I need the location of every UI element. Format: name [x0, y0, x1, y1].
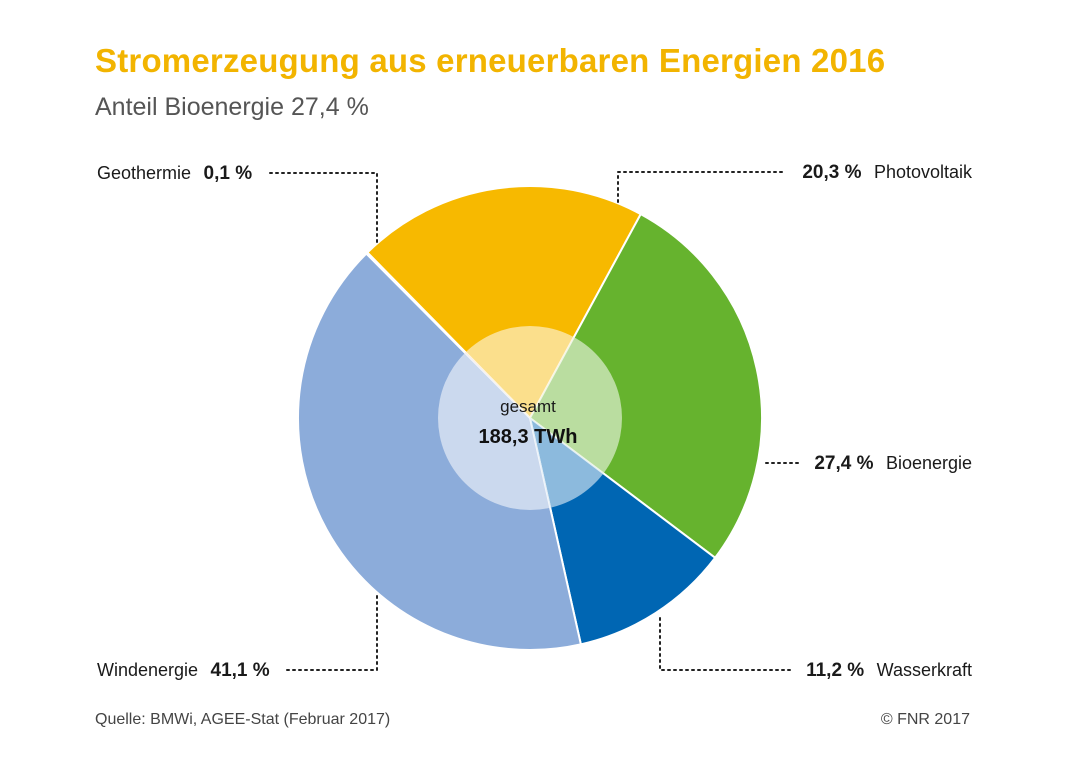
- slice-name-bioenergie: Bioenergie: [886, 453, 972, 473]
- slice-label-geothermie: Geothermie 0,1 %: [97, 163, 252, 184]
- leader-line-photovoltaik: [617, 171, 783, 203]
- copyright-note: © FNR 2017: [880, 711, 970, 728]
- leader-line-geothermie: [269, 172, 378, 243]
- center-value: 188,3 TWh: [479, 426, 578, 448]
- slice-pct-geothermie: 0,1 %: [204, 163, 253, 184]
- slice-label-bioenergie: 27,4 % Bioenergie: [814, 453, 972, 474]
- slice-pct-wasserkraft: 11,2 %: [806, 660, 864, 681]
- slice-pct-photovoltaik: 20,3 %: [802, 162, 861, 183]
- slice-bioenergie: [528, 212, 764, 560]
- slice-pct-bioenergie: 27,4 %: [814, 453, 873, 474]
- slice-label-wasserkraft: 11,2 % Wasserkraft: [806, 660, 972, 681]
- slice-label-photovoltaik: 20,3 % Photovoltaik: [802, 162, 973, 183]
- center-disc: [438, 326, 622, 510]
- slice-name-geothermie: Geothermie: [97, 163, 191, 183]
- leader-line-windenergie: [285, 595, 378, 671]
- chart-subtitle: Anteil Bioenergie 27,4 %: [95, 93, 369, 121]
- slice-label-windenergie: Windenergie 41,1 %: [97, 660, 270, 681]
- leader-line-wasserkraft: [659, 617, 793, 671]
- source-note: Quelle: BMWi, AGEE-Stat (Februar 2017): [95, 711, 391, 728]
- chart-title: Stromerzeugung aus erneuerbaren Energien…: [95, 42, 886, 79]
- pie-slices: [297, 185, 764, 651]
- slice-photovoltaik: [365, 185, 643, 420]
- slice-name-windenergie: Windenergie: [97, 660, 198, 680]
- center-label: gesamt: [500, 397, 556, 416]
- slice-windenergie: [297, 252, 583, 651]
- slice-pct-windenergie: 41,1 %: [211, 660, 270, 681]
- slice-name-photovoltaik: Photovoltaik: [874, 162, 973, 182]
- slice-name-wasserkraft: Wasserkraft: [877, 660, 972, 680]
